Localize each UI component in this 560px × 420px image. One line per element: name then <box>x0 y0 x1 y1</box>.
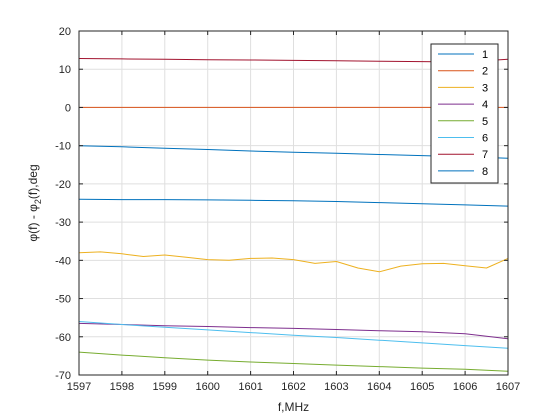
y-tick-label: -10 <box>55 141 71 153</box>
legend-label-2: 2 <box>482 66 488 78</box>
y-tick-label: 20 <box>59 26 71 38</box>
x-tick-label: 1600 <box>195 381 219 393</box>
series-line-8 <box>78 198 509 207</box>
x-tick-label: 1606 <box>453 381 477 393</box>
series-line-5 <box>78 351 509 372</box>
y-tick-label: -40 <box>55 255 71 267</box>
series-line-3 <box>78 251 509 273</box>
legend-label-7: 7 <box>482 149 488 161</box>
y-tick-label: -60 <box>55 332 71 344</box>
x-tick-label: 1607 <box>496 381 520 393</box>
y-tick-label: 10 <box>59 64 71 76</box>
y-axis-label-tail: (f),deg <box>26 164 40 199</box>
y-tick-label: -30 <box>55 217 71 229</box>
y-axis-label-main: φ(f) - φ <box>26 204 40 242</box>
x-axis-label: f,MHz <box>278 400 309 414</box>
x-tick-label: 1601 <box>238 381 262 393</box>
series-line-4 <box>78 322 509 340</box>
legend-box <box>430 43 499 184</box>
x-tick-label: 1604 <box>367 381 391 393</box>
legend-label-6: 6 <box>482 133 488 145</box>
legend-label-4: 4 <box>482 99 488 111</box>
y-tick-label: -50 <box>55 294 71 306</box>
x-tick-label: 1605 <box>410 381 434 393</box>
axis-ticks: 1597 1598 1599 1600 1601 1602 1603 1604 1605 1606… <box>55 26 520 393</box>
legend-label-5: 5 <box>482 116 488 128</box>
x-tick-label: 1597 <box>67 381 91 393</box>
x-tick-label: 1599 <box>153 381 177 393</box>
y-tick-label: -70 <box>55 370 71 382</box>
y-axis-label-subscript: 2 <box>33 199 43 204</box>
x-tick-label: 1598 <box>110 381 134 393</box>
series-line-6 <box>78 321 509 349</box>
legend-label-8: 8 <box>482 166 488 178</box>
legend-label-3: 3 <box>482 82 488 94</box>
legend-label-1: 1 <box>482 49 488 61</box>
x-tick-label: 1603 <box>324 381 348 393</box>
x-tick-label: 1602 <box>281 381 305 393</box>
y-tick-label: -20 <box>55 179 71 191</box>
legend: 1 2 3 4 5 6 7 8 <box>430 43 499 184</box>
y-axis-label: φ(f) - φ2(f),deg <box>26 164 43 241</box>
y-tick-label: 0 <box>65 102 71 114</box>
